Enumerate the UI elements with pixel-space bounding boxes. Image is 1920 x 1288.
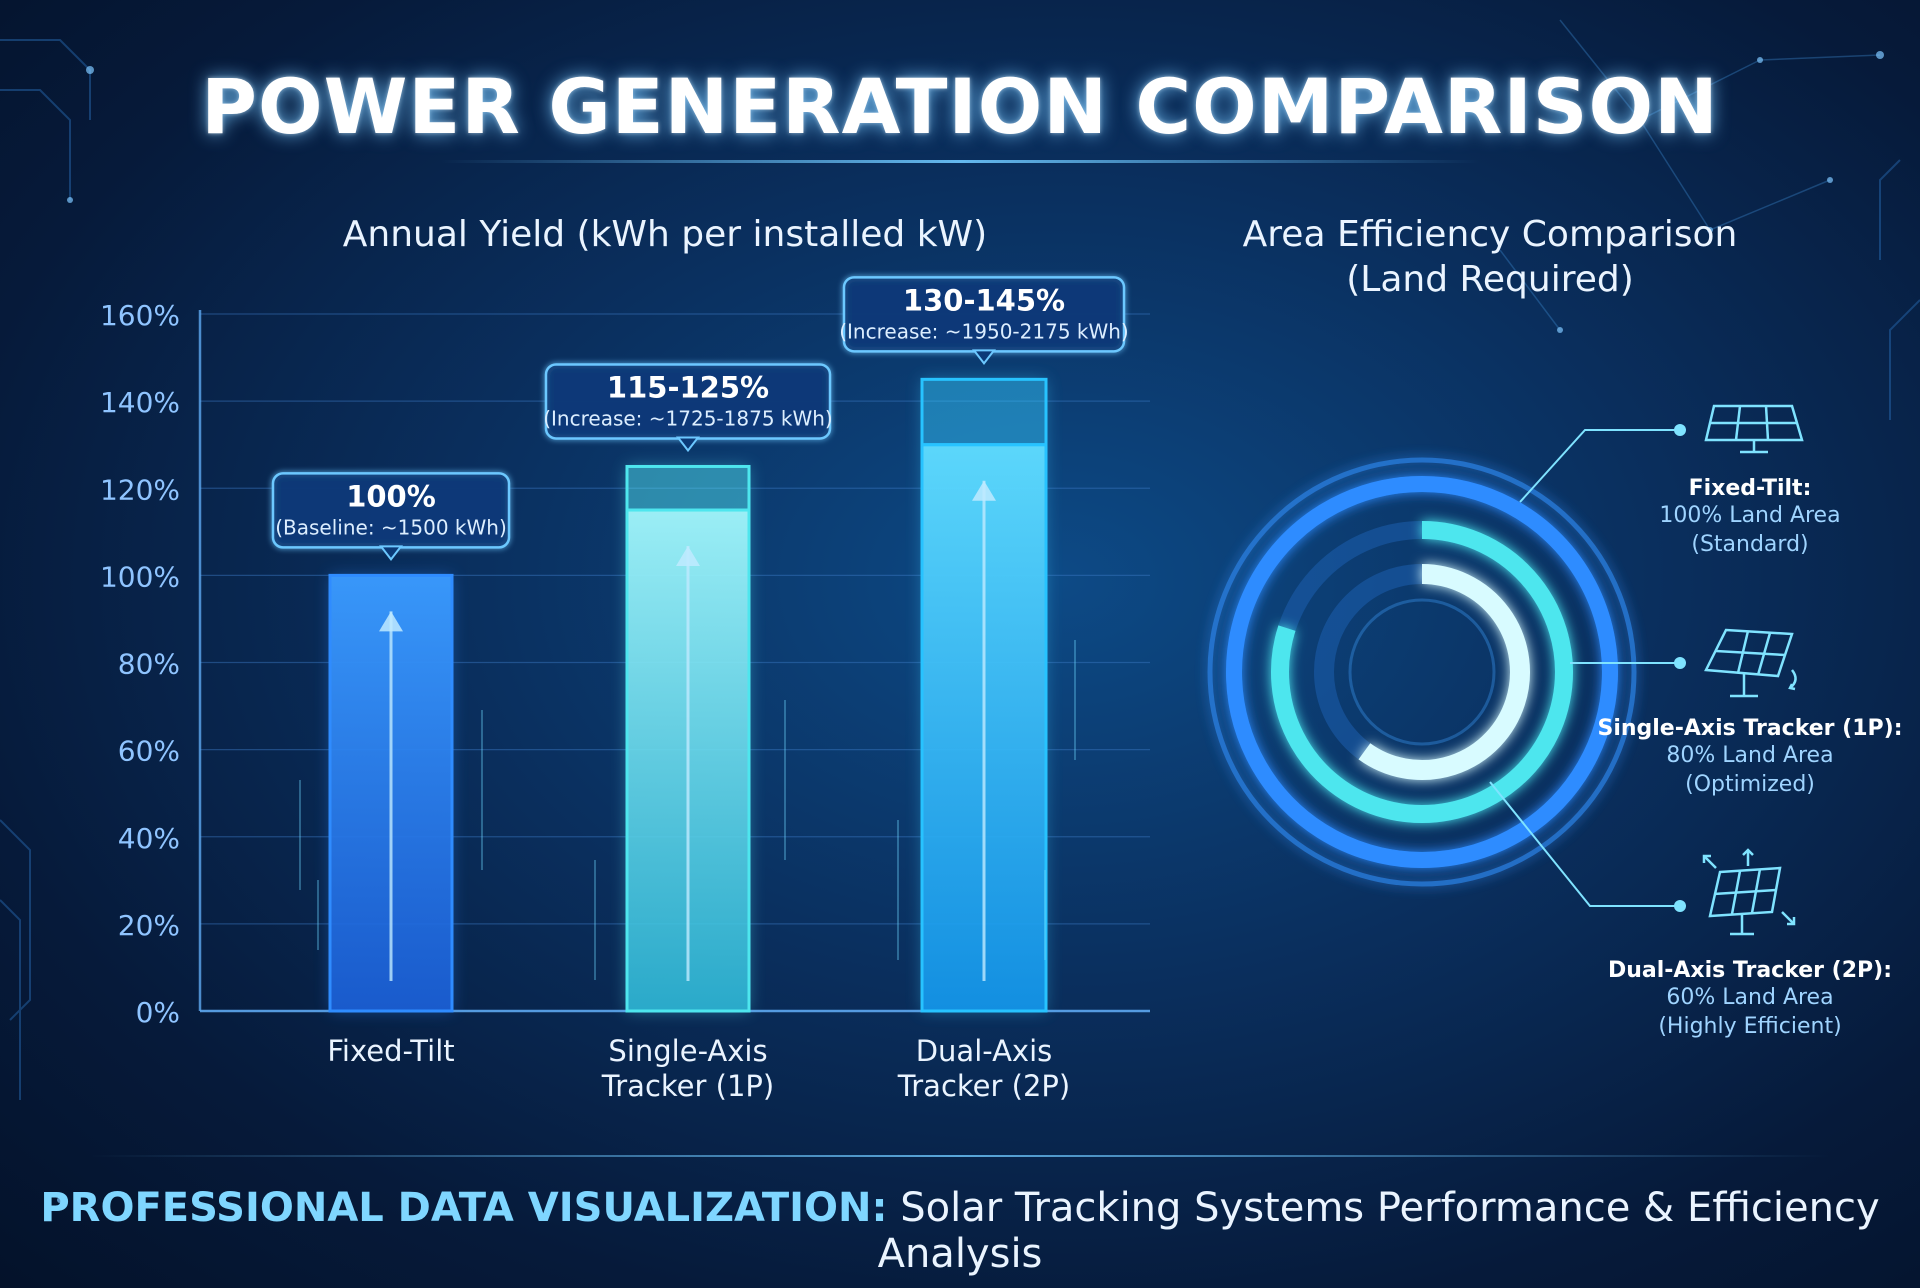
data-sublabel: (Baseline: ~1500 kWh) xyxy=(275,515,507,539)
legend-dual-axis-detail: 60% Land Area xyxy=(1666,985,1834,1010)
data-label: 115-125% xyxy=(607,370,769,404)
leader-dot xyxy=(1674,900,1686,912)
legend-dual-axis: Dual-Axis Tracker (2P): 60% Land Area (H… xyxy=(1585,958,1915,1041)
bar-chart-title: Annual Yield (kWh per installed kW) xyxy=(342,214,988,255)
callout-pointer xyxy=(378,545,404,562)
x-tick-label: Tracker (1P) xyxy=(601,1069,774,1103)
data-sublabel: (Increase: ~1950-2175 kWh) xyxy=(839,319,1129,343)
leader-dot xyxy=(1674,424,1686,436)
bar-arrowhead xyxy=(379,611,403,632)
y-tick-label: 140% xyxy=(100,386,180,419)
leader-line-dual xyxy=(1489,781,1680,907)
footer-divider xyxy=(90,1155,1830,1157)
x-tick-label: Fixed-Tilt xyxy=(327,1034,454,1068)
x-tick-label: Tracker (2P) xyxy=(897,1069,1070,1103)
y-tick-label: 80% xyxy=(118,648,180,681)
single-axis-tracker-icon xyxy=(1704,628,1797,698)
ring-chart-title-line1: Area Efficiency Comparison xyxy=(1242,214,1738,255)
title-divider xyxy=(440,160,1480,163)
data-label: 130-145% xyxy=(903,283,1065,317)
legend-single-axis-note: (Optimized) xyxy=(1685,772,1815,797)
y-tick-label: 60% xyxy=(118,735,180,768)
leader-dot xyxy=(1674,657,1686,669)
legend-single-axis-detail: 80% Land Area xyxy=(1666,743,1834,768)
bar-arrowhead xyxy=(972,480,996,501)
x-tick-label: Dual-Axis xyxy=(916,1034,1053,1068)
y-tick-label: 40% xyxy=(118,822,180,855)
ring-inner-border xyxy=(1348,598,1496,746)
legend-dual-axis-note: (Highly Efficient) xyxy=(1658,1014,1842,1039)
data-sublabel: (Increase: ~1725-1875 kWh) xyxy=(543,406,833,430)
bar-range-1 xyxy=(625,464,751,512)
legend-single-axis-name: Single-Axis Tracker (1P): xyxy=(1597,716,1903,741)
legend-dual-axis-name: Dual-Axis Tracker (2P): xyxy=(1607,958,1893,983)
page-title: POWER GENERATION COMPARISON xyxy=(201,62,1719,151)
footer-text: Solar Tracking Systems Performance & Eff… xyxy=(877,1185,1880,1277)
ring-arc-1 xyxy=(1271,521,1573,823)
legend-fixed-tilt-detail: 100% Land Area xyxy=(1659,503,1841,528)
ring-arc-2 xyxy=(1358,564,1530,780)
leader-line-fixed xyxy=(1519,429,1680,503)
callout-pointer xyxy=(675,436,701,453)
legend-single-axis: Single-Axis Tracker (1P): 80% Land Area … xyxy=(1585,716,1915,799)
y-tick-label: 100% xyxy=(100,560,180,593)
ring-outer-border xyxy=(1207,457,1637,887)
x-tick-label: Single-Axis xyxy=(608,1034,767,1068)
footer-highlight: PROFESSIONAL DATA VISUALIZATION: xyxy=(40,1185,888,1231)
legend-fixed-tilt: Fixed-Tilt: 100% Land Area (Standard) xyxy=(1585,476,1915,559)
legend-fixed-tilt-name: Fixed-Tilt: xyxy=(1688,476,1812,501)
dual-axis-tracker-icon xyxy=(1702,848,1796,936)
footer-caption: PROFESSIONAL DATA VISUALIZATION: Solar T… xyxy=(0,1185,1920,1277)
bar-arrowhead xyxy=(676,546,700,567)
y-tick-label: 20% xyxy=(118,909,180,942)
legend-fixed-tilt-note: (Standard) xyxy=(1691,532,1809,557)
ring-arc-0 xyxy=(1225,476,1618,868)
data-label: 100% xyxy=(346,479,436,513)
callout-pointer xyxy=(971,349,997,365)
y-tick-label: 120% xyxy=(100,473,180,506)
y-tick-label: 160% xyxy=(100,299,180,332)
ring-chart-title-line2: (Land Required) xyxy=(1346,259,1634,300)
fixed-tilt-panel-icon xyxy=(1704,404,1804,454)
y-tick-label: 0% xyxy=(136,996,180,1029)
